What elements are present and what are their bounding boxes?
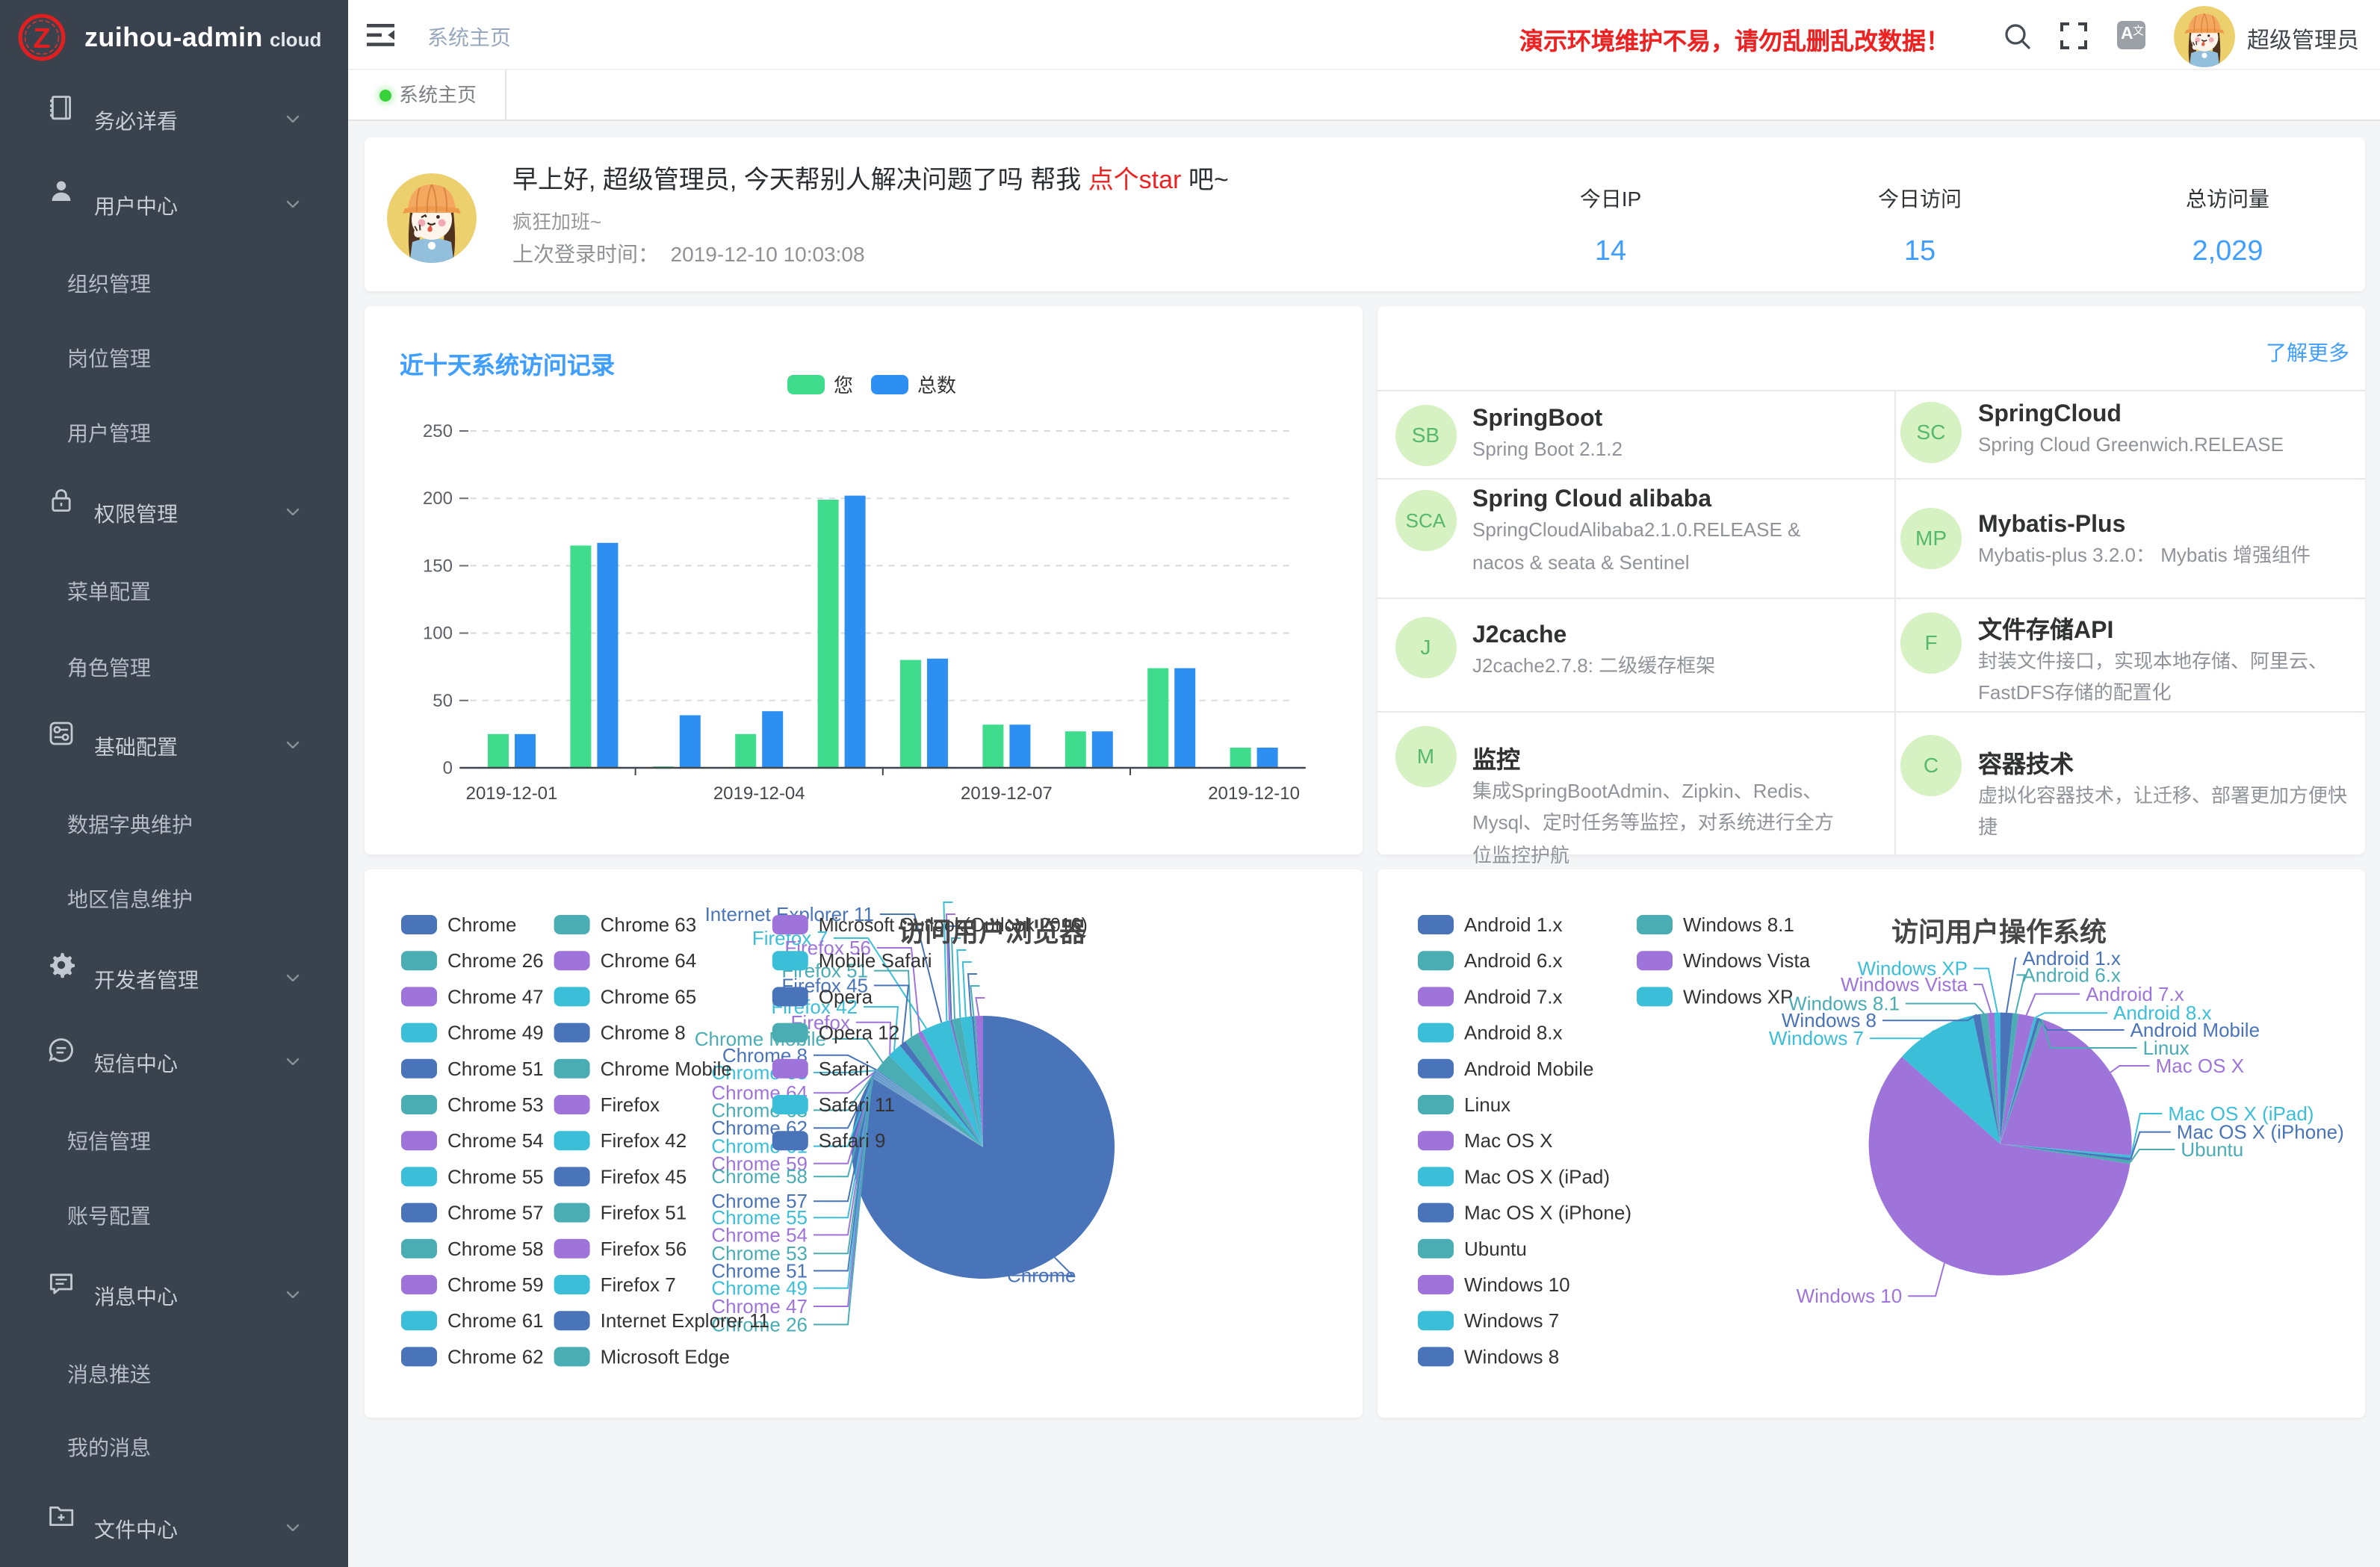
svg-text:Windows 8: Windows 8 (1782, 1008, 1877, 1031)
svg-text:访问用户操作系统: 访问用户操作系统 (1891, 916, 2107, 946)
svg-text:Android 7.x: Android 7.x (1464, 984, 1563, 1007)
svg-text:Ubuntu: Ubuntu (1464, 1237, 1527, 1259)
svg-text:Mac OS X: Mac OS X (1464, 1129, 1552, 1151)
svg-text:250: 250 (422, 421, 452, 441)
svg-text:Chrome 53: Chrome 53 (447, 1093, 543, 1115)
svg-text:Android 1.x: Android 1.x (2022, 946, 2121, 969)
svg-text:Android 6.x: Android 6.x (1464, 949, 1563, 971)
svg-text:50: 50 (432, 690, 452, 710)
svg-text:Android 6.x: Android 6.x (2022, 963, 2121, 985)
svg-text:Windows 7: Windows 7 (1464, 1309, 1559, 1331)
svg-text:Chrome 49: Chrome 49 (710, 1276, 807, 1299)
svg-text:Chrome 55: Chrome 55 (447, 1164, 543, 1187)
svg-text:Chrome 49: Chrome 49 (447, 1021, 543, 1043)
svg-text:Chrome 57: Chrome 57 (447, 1201, 543, 1223)
svg-text:Safari: Safari (818, 1057, 869, 1079)
svg-text:Internet Explorer 11: Internet Explorer 11 (600, 1309, 769, 1331)
svg-text:2019-12-10: 2019-12-10 (1207, 783, 1299, 803)
svg-text:Firefox 45: Firefox 45 (600, 1164, 687, 1187)
svg-text:0: 0 (442, 757, 452, 778)
svg-text:Chrome 26: Chrome 26 (447, 949, 543, 971)
svg-text:Windows 8.1: Windows 8.1 (1788, 992, 1900, 1014)
svg-text:Chrome Mobile: Chrome Mobile (600, 1057, 731, 1079)
svg-text:Chrome 47: Chrome 47 (710, 1294, 807, 1317)
svg-text:Windows 7: Windows 7 (1769, 1026, 1864, 1049)
svg-text:Firefox 51: Firefox 51 (600, 1201, 687, 1223)
svg-text:2019-12-04: 2019-12-04 (713, 783, 805, 803)
svg-text:Chrome: Chrome (447, 913, 515, 935)
svg-text:Chrome 64: Chrome 64 (600, 949, 696, 971)
svg-text:Firefox 56: Firefox 56 (600, 1237, 687, 1259)
svg-text:Chrome 8: Chrome 8 (600, 1021, 685, 1043)
svg-text:Chrome 55: Chrome 55 (710, 1205, 807, 1228)
svg-text:Chrome: Chrome (1006, 1264, 1075, 1286)
svg-text:Windows XP: Windows XP (1858, 957, 1968, 979)
svg-text:Android 7.x: Android 7.x (2086, 982, 2184, 1005)
svg-text:150: 150 (422, 555, 452, 575)
svg-text:Windows XP: Windows XP (1683, 984, 1793, 1007)
svg-text:Firefox: Firefox (600, 1093, 659, 1115)
svg-text:Ubuntu: Ubuntu (2181, 1138, 2243, 1160)
svg-text:Android Mobile: Android Mobile (1464, 1057, 1593, 1079)
svg-text:Linux: Linux (2143, 1036, 2190, 1058)
svg-text:2019-12-07: 2019-12-07 (960, 783, 1052, 803)
svg-text:Chrome 61: Chrome 61 (447, 1309, 543, 1331)
svg-text:Mac OS X (iPhone): Mac OS X (iPhone) (1464, 1201, 1631, 1223)
svg-text:Windows 8.1: Windows 8.1 (1683, 913, 1794, 935)
svg-text:Windows 10: Windows 10 (1797, 1284, 1903, 1306)
svg-text:Mac OS X (iPad): Mac OS X (iPad) (2168, 1102, 2314, 1124)
svg-text:Android 1.x: Android 1.x (1464, 913, 1563, 935)
svg-text:Microsoft Outlook(Outlook 2016: Microsoft Outlook(Outlook 2016) (818, 913, 1087, 935)
svg-text:Chrome 57: Chrome 57 (710, 1189, 807, 1211)
svg-text:Chrome 58: Chrome 58 (447, 1237, 543, 1259)
svg-text:Windows Vista: Windows Vista (1841, 972, 1968, 995)
svg-text:Chrome 26: Chrome 26 (710, 1312, 807, 1335)
svg-text:Chrome 47: Chrome 47 (447, 984, 543, 1007)
svg-text:Chrome 63: Chrome 63 (600, 913, 696, 935)
svg-text:Chrome 59: Chrome 59 (710, 1152, 807, 1174)
svg-text:Chrome 58: Chrome 58 (710, 1164, 807, 1187)
svg-text:Mobile Safari: Mobile Safari (818, 949, 932, 971)
svg-text:Windows 10: Windows 10 (1464, 1273, 1570, 1295)
svg-text:Chrome 51: Chrome 51 (710, 1259, 807, 1281)
svg-text:Chrome 51: Chrome 51 (447, 1057, 543, 1079)
svg-text:Safari 9: Safari 9 (818, 1129, 885, 1151)
svg-text:Windows 8: Windows 8 (1464, 1344, 1559, 1367)
svg-text:Android 8.x: Android 8.x (2113, 1001, 2212, 1023)
svg-text:总数: 总数 (917, 373, 955, 396)
svg-text:Chrome 54: Chrome 54 (447, 1129, 543, 1151)
svg-text:Mac OS X (iPhone): Mac OS X (iPhone) (2177, 1120, 2344, 1143)
svg-text:Chrome 62: Chrome 62 (447, 1344, 543, 1367)
svg-text:Z: Z (33, 23, 50, 55)
svg-text:访问用户浏览器: 访问用户浏览器 (897, 916, 1086, 946)
svg-text:Safari 11: Safari 11 (818, 1093, 894, 1115)
svg-text:Chrome 53: Chrome 53 (710, 1241, 807, 1264)
svg-text:200: 200 (422, 488, 452, 508)
svg-text:100: 100 (422, 623, 452, 643)
svg-text:Linux: Linux (1464, 1093, 1510, 1115)
svg-text:Mac OS X: Mac OS X (2156, 1054, 2244, 1076)
svg-text:您: 您 (833, 373, 852, 396)
svg-text:Android Mobile: Android Mobile (2130, 1018, 2260, 1040)
svg-text:Chrome 54: Chrome 54 (710, 1223, 807, 1245)
svg-text:Chrome 59: Chrome 59 (447, 1273, 543, 1295)
svg-text:Microsoft Edge: Microsoft Edge (600, 1344, 729, 1367)
svg-text:2019-12-01: 2019-12-01 (465, 783, 557, 803)
svg-text:Opera: Opera (818, 984, 873, 1007)
svg-text:Windows Vista: Windows Vista (1683, 949, 1811, 971)
svg-text:Firefox 42: Firefox 42 (600, 1129, 687, 1151)
svg-text:Chrome 65: Chrome 65 (600, 984, 696, 1007)
svg-text:Firefox 7: Firefox 7 (600, 1273, 675, 1295)
svg-text:Mac OS X (iPad): Mac OS X (iPad) (1464, 1164, 1610, 1187)
svg-text:Android 8.x: Android 8.x (1464, 1021, 1563, 1043)
svg-text:Opera 12: Opera 12 (818, 1021, 899, 1043)
